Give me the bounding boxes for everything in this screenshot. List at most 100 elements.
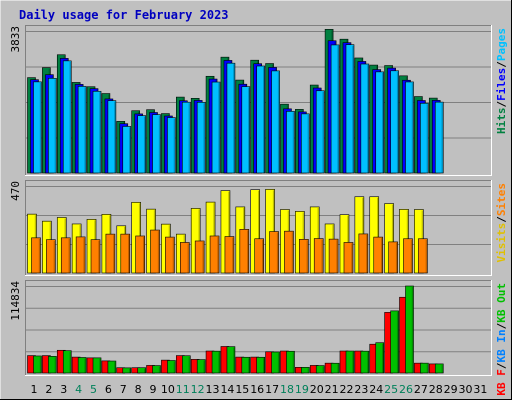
x-tick-label: 21 [325,383,339,396]
x-tick-label: 22 [339,383,353,396]
legend-entry: KB In [495,329,508,362]
bar-kbout-day-14 [226,346,236,374]
bar-kbout-day-2 [48,356,57,374]
bar-pages-day-1 [33,81,42,174]
bar-sites-day-26 [403,238,413,274]
x-tick-label: 17 [265,383,279,396]
legend-entry: / [495,216,508,223]
bar-kbout-day-24 [375,342,385,374]
bar-kbout-day-6 [107,360,117,374]
legend-entry: / [495,322,508,329]
bar-kbout-day-16 [256,356,266,374]
bar-sites-day-23 [358,233,369,274]
y-max-label: 114834 [9,281,22,321]
bar-sites-day-8 [135,235,145,274]
legend-entry: Sites [495,183,508,216]
bar-kbout-day-8 [137,367,146,374]
bar-kbout-day-10 [167,360,176,374]
bar-kbout-day-21 [330,362,340,374]
bar-pages-day-24 [375,71,385,174]
x-tick-label: 20 [310,383,324,396]
y-max-label: 3833 [9,26,22,53]
bar-pages-day-10 [167,117,176,174]
bar-kbout-day-25 [390,310,399,374]
bar-kbout-day-26 [405,285,414,374]
x-tick-label: 31 [473,383,487,396]
x-tick-label: 15 [235,383,249,396]
bar-sites-day-22 [343,242,354,274]
bar-pages-day-18 [286,111,295,174]
bar-sites-day-14 [224,236,235,274]
bar-kbout-day-13 [211,350,221,374]
legend-entry: Files [495,68,508,101]
bar-kbout-day-20 [315,365,325,374]
bar-sites-day-27 [418,238,428,274]
x-tick-label: 1 [31,383,38,396]
x-tick-label: 24 [369,383,383,396]
bar-kbout-day-19 [301,367,310,374]
bar-pages-day-12 [196,102,206,174]
x-tick-label: 6 [105,383,112,396]
x-tick-label: 2 [45,383,52,396]
bar-pages-day-9 [152,114,161,174]
bar-pages-day-14 [226,62,236,174]
panel-visits-sites: 470 Visits/Sites [9,180,508,276]
bar-kbout-day-23 [360,350,370,374]
bar-pages-day-4 [77,86,87,174]
series-sites [31,229,428,274]
bar-pages-day-25 [390,70,399,174]
bar-sites-day-18 [284,230,294,274]
x-tick-label: 14 [220,383,234,396]
x-tick-label: 7 [120,383,127,396]
bar-kbout-day-17 [271,351,280,374]
x-tick-label: 8 [135,383,142,396]
legend-entry: Hits [495,108,508,135]
series-pages [33,44,444,174]
legend-entry: Visits [495,223,508,263]
bar-kbout-day-12 [196,359,206,374]
x-tick-label: 26 [399,383,413,396]
x-tick-label: 18 [280,383,294,396]
bar-kbout-day-27 [420,362,429,374]
bar-pages-day-22 [345,44,355,174]
bar-kbout-day-1 [33,355,42,374]
panel-legend: KB F/KB In/KB Out [495,283,508,396]
legend-entry: KB Out [495,283,508,323]
chart-title: Daily usage for February 2023 [19,8,229,22]
x-tick-label: 19 [295,383,309,396]
legend-entry: / [495,101,508,108]
bar-sites-day-17 [269,231,279,274]
x-tick-label: 29 [444,383,458,396]
bar-sites-day-7 [120,233,131,274]
x-tick-label: 3 [60,383,67,396]
x-tick-label: 9 [150,383,157,396]
bar-sites-day-4 [75,236,86,274]
bar-kbout-day-3 [62,350,72,374]
bar-sites-day-10 [165,236,175,274]
bar-sites-day-3 [60,237,71,274]
bar-pages-day-27 [420,102,429,174]
x-tick-label: 25 [384,383,398,396]
bar-pages-day-8 [137,115,146,174]
bar-pages-day-11 [182,101,191,174]
bar-sites-day-13 [209,235,220,274]
bar-sites-day-2 [46,239,56,274]
x-tick-label: 10 [161,383,175,396]
bar-sites-day-15 [239,229,250,274]
bar-pages-day-26 [405,81,414,174]
x-tick-label: 12 [191,383,205,396]
legend-entry: Pages [495,28,508,61]
bar-pages-day-7 [122,126,132,174]
legend-entry: / [495,362,508,369]
bar-pages-day-13 [211,81,221,174]
bar-pages-day-23 [360,63,370,174]
bar-sites-day-21 [328,238,339,274]
bar-kbout-day-15 [241,356,251,374]
bar-pages-day-28 [434,101,444,174]
bar-sites-day-12 [194,240,205,274]
bar-sites-day-5 [90,239,101,274]
bar-kbout-day-28 [434,363,444,374]
bar-kbout-day-18 [286,350,295,374]
